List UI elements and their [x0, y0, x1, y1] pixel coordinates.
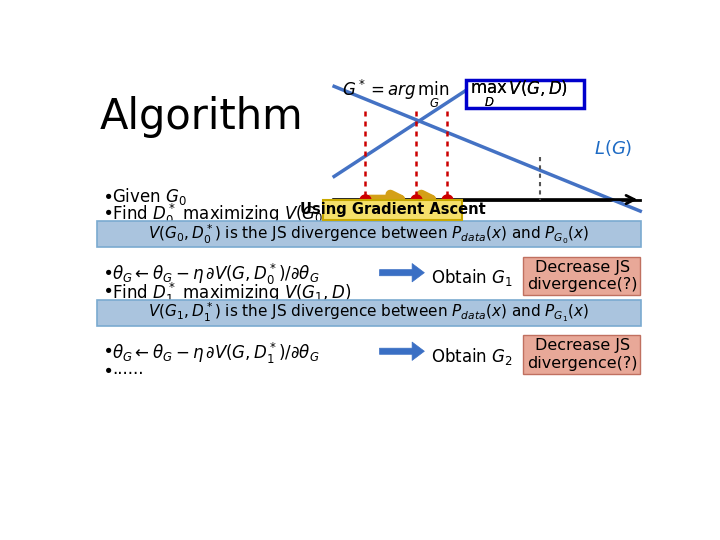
- Text: Decrease JS
divergence(?): Decrease JS divergence(?): [527, 338, 637, 370]
- Text: $\bullet$: $\bullet$: [102, 202, 112, 220]
- Text: $V(G_1, D_1^*)$ is the JS divergence between $P_{data}(x)$ and $P_{G_1}(x)$: $V(G_1, D_1^*)$ is the JS divergence bet…: [148, 301, 590, 325]
- Text: Using Gradient Ascent: Using Gradient Ascent: [300, 202, 486, 217]
- Text: $\bullet$: $\bullet$: [102, 340, 112, 359]
- Text: $\max_D\,V(G,D)$: $\max_D\,V(G,D)$: [469, 79, 568, 109]
- Text: $\max_D\,V(G,D)$: $\max_D\,V(G,D)$: [469, 79, 568, 109]
- Text: $\bullet$: $\bullet$: [102, 280, 112, 299]
- Text: $\bullet$: $\bullet$: [102, 262, 112, 280]
- Text: Decrease JS
divergence(?): Decrease JS divergence(?): [527, 260, 637, 292]
- Text: $\bullet$: $\bullet$: [102, 361, 112, 379]
- Text: Obtain $G_1$: Obtain $G_1$: [431, 267, 513, 288]
- Text: Obtain $G_2$: Obtain $G_2$: [431, 346, 513, 367]
- FancyBboxPatch shape: [523, 256, 640, 295]
- Text: $G^* = arg\,\min_G$: $G^* = arg\,\min_G$: [342, 78, 449, 110]
- Text: Find $D_1^*$ maximizing $V(G_1, D)$: Find $D_1^*$ maximizing $V(G_1, D)$: [112, 280, 351, 306]
- FancyBboxPatch shape: [97, 300, 641, 326]
- Text: Given $G_0$: Given $G_0$: [112, 186, 187, 207]
- Text: ......: ......: [112, 361, 144, 379]
- Text: Algorithm: Algorithm: [99, 96, 303, 138]
- FancyBboxPatch shape: [523, 335, 640, 374]
- Text: $\bullet$: $\bullet$: [102, 186, 112, 205]
- FancyBboxPatch shape: [323, 200, 462, 220]
- Text: $\theta_G \leftarrow \theta_G - \eta\,\partial V(G, D_1^*)/\partial\theta_G$: $\theta_G \leftarrow \theta_G - \eta\,\p…: [112, 340, 320, 366]
- Text: Find $D_0^*$ maximizing $V(G_0, D)$: Find $D_0^*$ maximizing $V(G_0, D)$: [112, 202, 351, 227]
- FancyBboxPatch shape: [97, 221, 641, 247]
- Text: $\theta_G \leftarrow \theta_G - \eta\,\partial V(G, D_0^*)/\partial\theta_G$: $\theta_G \leftarrow \theta_G - \eta\,\p…: [112, 262, 320, 287]
- Text: $V(G_0, D_0^*)$ is the JS divergence between $P_{data}(x)$ and $P_{G_0}(x)$: $V(G_0, D_0^*)$ is the JS divergence bet…: [148, 222, 590, 246]
- FancyBboxPatch shape: [466, 80, 584, 108]
- Text: $L(G)$: $L(G)$: [594, 138, 632, 158]
